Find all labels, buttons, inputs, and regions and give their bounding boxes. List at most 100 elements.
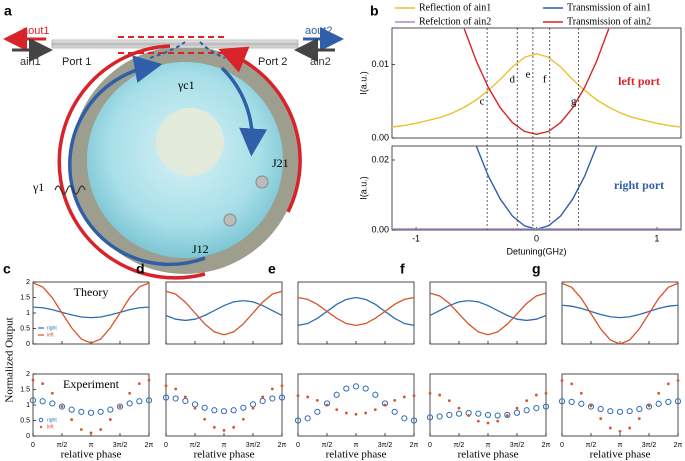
data-point	[126, 400, 133, 407]
x-tick-label: π	[222, 442, 227, 449]
data-point	[39, 398, 46, 405]
x-tick-label: 0	[31, 442, 35, 449]
marker-label: e	[525, 69, 530, 81]
data-point	[426, 414, 434, 421]
data-point	[438, 393, 442, 397]
data-point	[618, 429, 622, 433]
marker-label: c	[480, 96, 485, 108]
legend-label: Refelction of ain2	[419, 16, 491, 27]
data-point	[372, 391, 379, 398]
x-tick-label: 2π	[542, 442, 551, 449]
panel-label: a	[4, 3, 12, 19]
cw-mode-arrow	[220, 66, 268, 157]
data-point	[116, 403, 124, 410]
data-point	[560, 379, 564, 382]
data-point	[515, 406, 519, 410]
data-point	[315, 398, 319, 402]
data-point	[645, 403, 653, 410]
data-point	[259, 397, 266, 405]
series-line	[165, 290, 283, 336]
data-point	[636, 405, 643, 413]
waveguide	[51, 39, 299, 49]
label: J12	[192, 242, 209, 256]
data-point	[49, 400, 56, 407]
data-point	[70, 418, 74, 421]
data-point	[172, 395, 179, 402]
label: γ1	[32, 180, 44, 194]
x-axis-label: relative phase	[194, 449, 255, 461]
series-line	[297, 296, 415, 327]
x-tick-label: 0	[428, 442, 432, 449]
data-point	[579, 391, 583, 395]
x-tick-label: 2π	[410, 442, 419, 449]
scatterer	[255, 175, 269, 189]
x-axis-label: relative phase	[326, 449, 387, 461]
panel-label: g	[532, 261, 541, 277]
data-point	[476, 419, 480, 423]
x-tick-label: π/2	[322, 442, 333, 449]
label: aout1	[22, 25, 50, 37]
data-point	[534, 393, 538, 397]
ring-center	[156, 108, 224, 176]
data-point	[306, 395, 310, 399]
data-point	[147, 378, 151, 382]
data-point	[505, 414, 509, 417]
x-tick-label: 0	[164, 442, 168, 449]
x-tick-label: 2π	[145, 442, 154, 449]
series-line	[32, 282, 150, 344]
legend-label: right	[47, 325, 57, 331]
data-point	[373, 408, 377, 412]
y-tick-label: 1.5	[20, 294, 30, 301]
data-point	[637, 417, 641, 421]
series-line	[561, 282, 679, 345]
data-point	[136, 398, 143, 405]
data-point	[362, 385, 369, 392]
data-point	[240, 404, 247, 411]
series-line	[32, 306, 150, 319]
y-tick-label: 2	[26, 279, 30, 286]
data-point	[436, 413, 443, 420]
data-point	[352, 383, 360, 390]
data-point	[674, 398, 682, 405]
label: ain2	[310, 56, 331, 68]
plot-frame	[297, 281, 415, 345]
data-point	[587, 403, 595, 410]
data-point	[78, 408, 85, 415]
legend-symbol	[38, 417, 44, 423]
data-point	[597, 405, 604, 413]
y-tick-label: 0.01	[371, 59, 389, 69]
data-point	[145, 397, 153, 404]
marker-label: g	[571, 96, 577, 108]
y-tick-label: 0	[26, 341, 30, 348]
label: γc1	[177, 78, 195, 92]
data-point	[68, 406, 75, 413]
data-point	[570, 382, 574, 386]
annotation: left port	[618, 74, 660, 88]
data-point	[41, 382, 45, 386]
data-point	[599, 417, 603, 421]
data-point	[333, 391, 340, 398]
x-tick-label: 0	[296, 442, 300, 449]
panel-label: b	[370, 3, 379, 19]
data-point	[314, 408, 321, 415]
data-point	[107, 406, 114, 413]
label: aout2	[305, 25, 333, 37]
data-point	[193, 406, 197, 410]
data-point	[513, 409, 521, 416]
panel-label: c	[3, 261, 11, 277]
plot-frame	[391, 27, 682, 139]
data-point	[79, 428, 83, 431]
data-point	[578, 400, 585, 407]
x-axis-label: relative phase	[590, 449, 651, 461]
y-axis-label: Normalized Output	[4, 317, 16, 402]
y-axis-label: I(a.u.)	[358, 71, 368, 95]
panel-label: d	[136, 261, 145, 277]
data-point	[383, 403, 387, 407]
data-point	[29, 397, 37, 404]
data-point	[475, 410, 482, 417]
data-point	[628, 426, 632, 430]
loss-spring	[54, 185, 86, 195]
label: ain1	[20, 56, 41, 68]
data-point	[607, 408, 614, 415]
